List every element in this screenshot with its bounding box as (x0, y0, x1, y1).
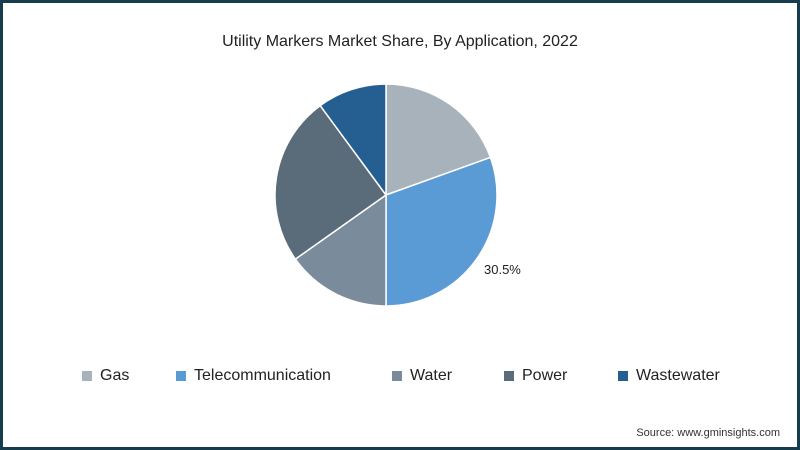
pie-slice-power (274, 104, 388, 261)
legend-label: Gas (100, 367, 130, 384)
pie-slices (274, 83, 498, 307)
legend-swatch-icon (82, 371, 92, 381)
legend-label: Wastewater (636, 367, 720, 384)
legend-item-water: Water (392, 367, 452, 385)
legend: Gas Telecommunication Water Power Wastew… (0, 367, 800, 387)
legend-item-gas: Gas (82, 367, 129, 385)
source-note: Source: www.gminsights.com (636, 427, 780, 439)
legend-item-telecommunication: Telecommunication (176, 367, 331, 385)
legend-swatch-icon (504, 371, 514, 381)
pie-slice-water (294, 193, 387, 307)
legend-item-wastewater: Wastewater (618, 367, 720, 385)
pie-slice-gas (385, 83, 492, 197)
legend-label: Telecommunication (194, 367, 331, 384)
legend-label: Water (410, 367, 453, 384)
telecom-data-label: 30.5% (484, 262, 521, 277)
legend-swatch-icon (618, 371, 628, 381)
legend-item-power: Power (504, 367, 567, 385)
pie-slice-wastewater (319, 83, 387, 198)
legend-swatch-icon (176, 371, 186, 381)
legend-label: Power (522, 367, 568, 384)
pie-slice-telecommunication (385, 156, 498, 307)
legend-swatch-icon (392, 371, 402, 381)
chart-title: Utility Markers Market Share, By Applica… (222, 33, 578, 50)
